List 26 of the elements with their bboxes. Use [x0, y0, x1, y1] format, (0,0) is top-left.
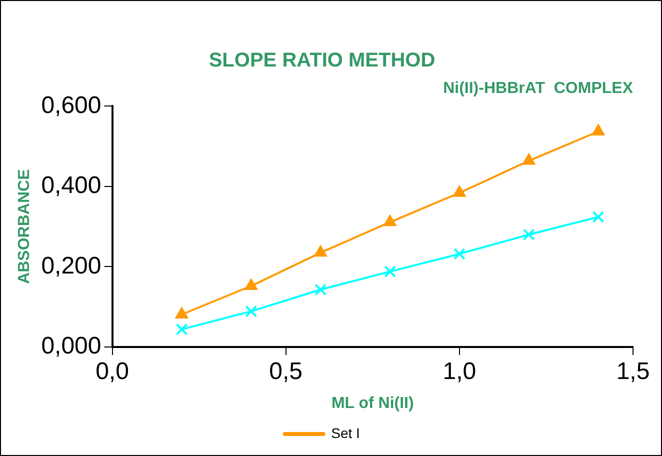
- point: [522, 154, 536, 165]
- point: [592, 211, 604, 223]
- x-tick-label: 1,0: [442, 358, 476, 386]
- point: [176, 323, 188, 336]
- point: [453, 248, 466, 260]
- x-tick-label: 1,5: [616, 358, 650, 386]
- point: [314, 284, 327, 296]
- y-axis-title: ABSORBANCE: [16, 168, 34, 284]
- x-tick-label: 0,0: [96, 358, 129, 386]
- point: [592, 124, 604, 136]
- x-axis-title: ML of Ni(II): [331, 394, 414, 412]
- point: [453, 186, 466, 197]
- x-tick-label: 0,5: [269, 358, 303, 386]
- chart-subtitle: Ni(II)-HBBrAT COMPLEX: [443, 80, 634, 98]
- y-tick-label: 0,000: [41, 332, 102, 360]
- point: [244, 279, 258, 290]
- y-tick-label: 0,400: [41, 172, 102, 200]
- legend-label: Set I: [331, 424, 360, 441]
- y-tick-label: 0,600: [41, 92, 102, 119]
- point: [384, 215, 396, 226]
- y-tick-label: 0,200: [41, 252, 102, 280]
- chart-title: SLOPE RATIO METHOD: [208, 50, 436, 72]
- point: [245, 305, 258, 318]
- point: [314, 246, 327, 257]
- point: [384, 266, 396, 278]
- point: [522, 228, 535, 241]
